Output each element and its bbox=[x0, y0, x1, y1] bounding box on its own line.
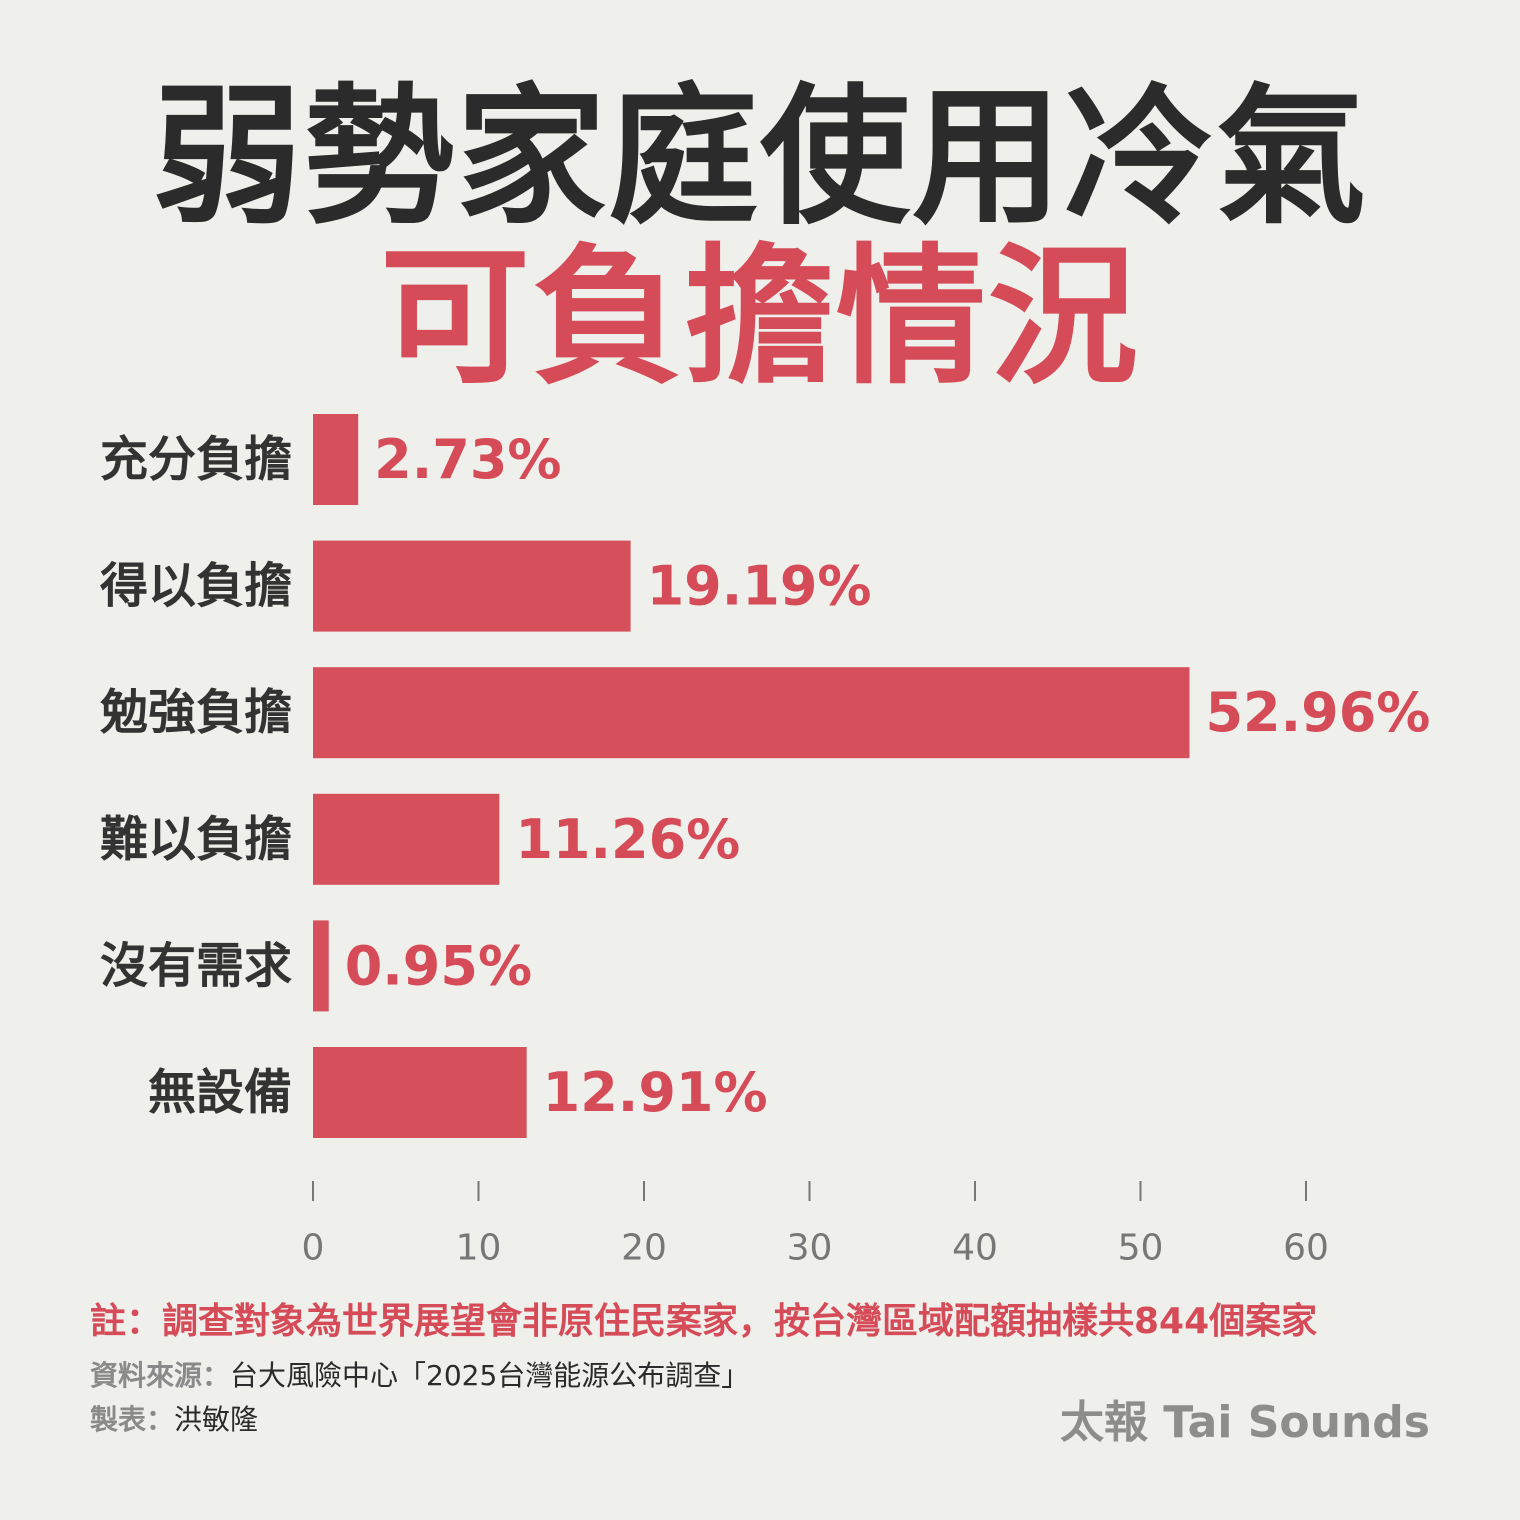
data-source: 資料來源：台大風險中心「2025台灣能源公布調查」 bbox=[90, 1354, 749, 1394]
bar-4 bbox=[313, 920, 329, 1012]
bar-chart: 充分負擔 2.73% 得以負擔 19.19% 勉強負擔 52.96% 難以負擔 11.26% 沒… bbox=[100, 414, 1430, 1269]
x-tick-label-6: 60 bbox=[1283, 1228, 1329, 1269]
x-tick-label-0: 0 bbox=[302, 1228, 325, 1269]
x-tick-label-1: 10 bbox=[456, 1228, 502, 1269]
chart-title: 弱勢家庭使用冷氣 bbox=[151, 71, 1368, 245]
bar-3 bbox=[313, 793, 500, 885]
bar-0 bbox=[313, 414, 359, 505]
bar-5 bbox=[313, 1047, 527, 1138]
category-label-4: 沒有需求 bbox=[100, 938, 292, 994]
x-tick-label-5: 50 bbox=[1118, 1228, 1164, 1269]
footnote: 註：調查對象為世界展望會非原住民案家，按台灣區域配額抽樣共844個案家 bbox=[90, 1301, 1318, 1342]
value-label-4: 0.95% bbox=[345, 934, 532, 997]
value-label-0: 2.73% bbox=[374, 428, 561, 491]
x-tick-label-3: 30 bbox=[787, 1228, 833, 1269]
category-label-3: 難以負擔 bbox=[100, 811, 292, 867]
category-label-1: 得以負擔 bbox=[100, 558, 292, 614]
category-label-0: 充分負擔 bbox=[100, 432, 292, 488]
value-label-5: 12.91% bbox=[543, 1061, 768, 1124]
data-source-text: 台大風險中心「2025台灣能源公布調查」 bbox=[230, 1359, 750, 1392]
title-block: 弱勢家庭使用冷氣 可負擔情況 bbox=[0, 78, 1520, 398]
category-label-5: 無設備 bbox=[148, 1065, 292, 1121]
bar-2 bbox=[313, 667, 1190, 759]
data-source-label: 資料來源： bbox=[90, 1359, 231, 1392]
brand-logo-text: 太報 Tai Sounds bbox=[1059, 1397, 1430, 1448]
category-label-2: 勉強負擔 bbox=[100, 685, 292, 741]
value-label-3: 11.26% bbox=[515, 808, 740, 871]
x-tick-label-4: 40 bbox=[952, 1228, 998, 1269]
chart-credit: 製表：洪敏隆 bbox=[90, 1398, 258, 1438]
chart-credit-label: 製表： bbox=[90, 1403, 175, 1436]
value-label-2: 52.96% bbox=[1205, 681, 1430, 744]
bar-1 bbox=[313, 540, 631, 632]
value-label-1: 19.19% bbox=[647, 555, 872, 618]
chart-credit-text: 洪敏隆 bbox=[174, 1403, 259, 1436]
x-tick-label-2: 20 bbox=[621, 1228, 667, 1269]
chart-subtitle: 可負擔情況 bbox=[379, 231, 1140, 405]
